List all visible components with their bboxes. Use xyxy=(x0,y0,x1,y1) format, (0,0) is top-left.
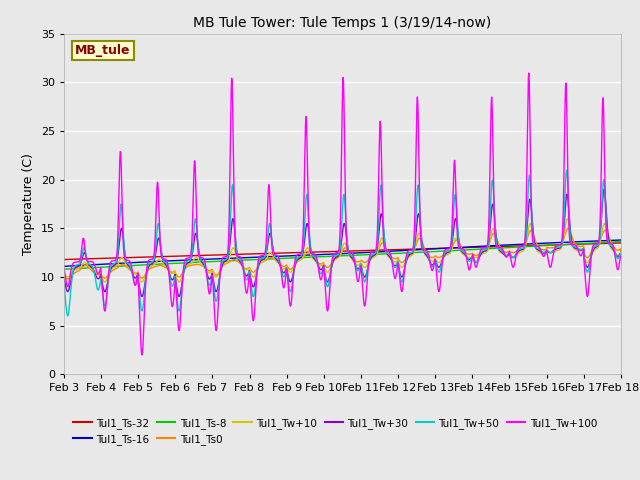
Y-axis label: Temperature (C): Temperature (C) xyxy=(22,153,35,255)
Legend: Tul1_Ts-32, Tul1_Ts-16, Tul1_Ts-8, Tul1_Ts0, Tul1_Tw+10, Tul1_Tw+30, Tul1_Tw+50,: Tul1_Ts-32, Tul1_Ts-16, Tul1_Ts-8, Tul1_… xyxy=(69,414,601,449)
Title: MB Tule Tower: Tule Temps 1 (3/19/14-now): MB Tule Tower: Tule Temps 1 (3/19/14-now… xyxy=(193,16,492,30)
Text: MB_tule: MB_tule xyxy=(75,44,131,57)
